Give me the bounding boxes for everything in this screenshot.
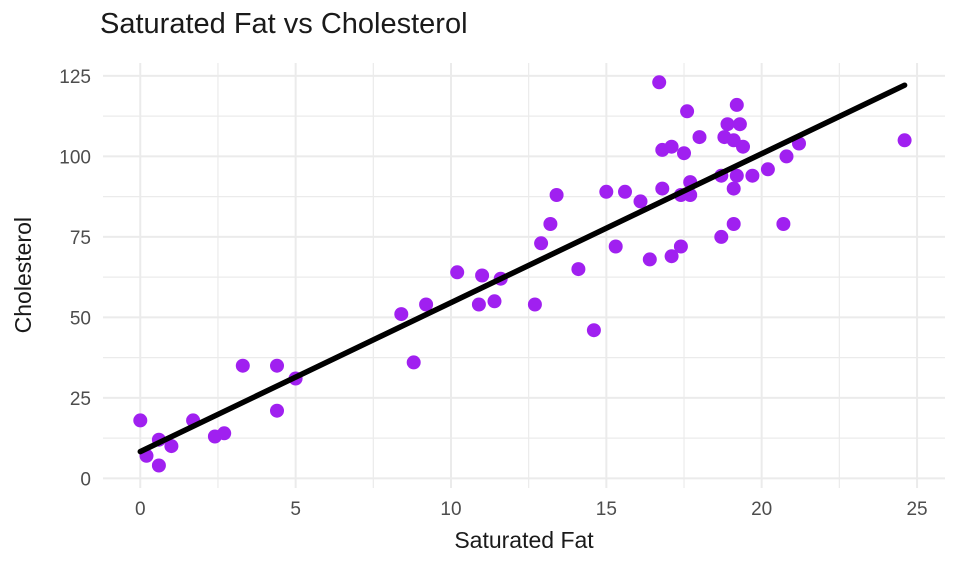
scatter-point bbox=[680, 104, 695, 119]
scatter-point bbox=[608, 239, 623, 254]
scatter-point bbox=[618, 184, 632, 199]
x-tick-label: 5 bbox=[290, 499, 301, 520]
scatter-point bbox=[270, 358, 284, 373]
y-tick-label: 75 bbox=[70, 228, 91, 249]
scatter-point bbox=[673, 239, 688, 254]
scatter-point bbox=[394, 307, 409, 322]
scatter-point bbox=[527, 297, 542, 312]
chart-title: Saturated Fat vs Cholesterol bbox=[100, 8, 468, 40]
scatter-point bbox=[406, 355, 421, 370]
scatter-point bbox=[450, 265, 465, 280]
scatter-point bbox=[726, 181, 741, 196]
scatter-point bbox=[692, 130, 707, 145]
x-tick-label: 20 bbox=[751, 499, 772, 520]
x-tick-label: 15 bbox=[596, 499, 617, 520]
y-tick-label: 100 bbox=[59, 147, 91, 168]
scatter-point bbox=[543, 217, 558, 231]
scatter-point bbox=[235, 358, 250, 373]
y-tick-label: 0 bbox=[80, 469, 91, 490]
scatter-point bbox=[419, 297, 434, 312]
scatter-point bbox=[664, 249, 679, 264]
y-axis-title-wrap: Cholesterol bbox=[2, 63, 44, 488]
trend-line bbox=[137, 82, 908, 455]
scatter-point bbox=[655, 181, 670, 196]
scatter-point bbox=[133, 413, 148, 428]
scatter-point bbox=[652, 75, 667, 90]
scatter-point bbox=[586, 323, 601, 338]
scatter-point bbox=[729, 97, 744, 112]
x-tick-label: 0 bbox=[135, 499, 146, 520]
scatter-point bbox=[475, 268, 490, 283]
scatter-point bbox=[760, 162, 775, 177]
scatter-point bbox=[217, 426, 232, 441]
scatter-point bbox=[471, 297, 486, 312]
scatter-point bbox=[732, 117, 747, 132]
scatter-point bbox=[487, 294, 502, 309]
scatter-point bbox=[664, 139, 679, 154]
scatter-point bbox=[151, 458, 166, 473]
scatter-point bbox=[720, 117, 735, 132]
y-axis-title: Cholesterol bbox=[9, 217, 36, 334]
scatter-point bbox=[729, 168, 744, 183]
scatter-point bbox=[534, 236, 549, 251]
scatter-point bbox=[726, 217, 741, 231]
y-tick-label: 50 bbox=[70, 308, 91, 329]
scatter-point bbox=[897, 133, 912, 148]
scatter-point bbox=[745, 168, 760, 183]
scatter-point bbox=[677, 146, 691, 161]
scatter-point bbox=[642, 252, 657, 267]
y-tick-label: 125 bbox=[59, 67, 91, 88]
y-tick-label: 25 bbox=[70, 389, 91, 410]
scatter-point bbox=[164, 439, 179, 454]
x-tick-label: 25 bbox=[906, 499, 927, 520]
scatter-point bbox=[270, 403, 284, 418]
x-axis-title: Saturated Fat bbox=[454, 527, 594, 553]
scatter-point bbox=[714, 229, 729, 244]
scatter-point bbox=[776, 217, 791, 231]
scatter-point bbox=[571, 262, 586, 277]
scatter-point bbox=[633, 194, 648, 209]
scatter-point bbox=[736, 139, 750, 154]
scatter-point bbox=[599, 184, 614, 199]
scatter-point bbox=[779, 149, 794, 164]
scatter-point bbox=[549, 188, 564, 202]
x-tick-label: 10 bbox=[440, 499, 461, 520]
